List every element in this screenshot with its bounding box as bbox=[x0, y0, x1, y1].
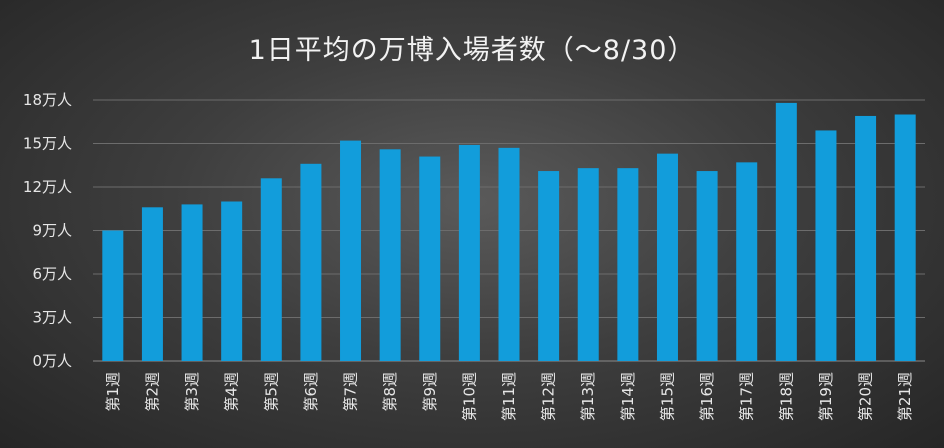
bar bbox=[379, 149, 401, 361]
y-tick-label: 0万人 bbox=[32, 352, 72, 370]
bar bbox=[221, 201, 243, 361]
x-tick-label: 第16週 bbox=[698, 372, 716, 421]
x-tick-label: 第9週 bbox=[421, 372, 439, 412]
bar bbox=[855, 115, 877, 361]
x-tick-label: 第10週 bbox=[460, 372, 478, 421]
x-tick-label: 第5週 bbox=[262, 372, 280, 412]
bars bbox=[102, 102, 916, 362]
bar bbox=[538, 171, 560, 361]
bar bbox=[577, 168, 599, 361]
y-tick-label: 9万人 bbox=[32, 222, 72, 240]
x-tick-label: 第12週 bbox=[540, 372, 558, 421]
bar bbox=[815, 130, 837, 361]
bar bbox=[656, 153, 678, 361]
bar bbox=[498, 147, 520, 361]
bar bbox=[617, 168, 639, 361]
chart-title: 1日平均の万博入場者数（～8/30） bbox=[248, 35, 696, 66]
x-tick-label: 第17週 bbox=[738, 372, 756, 421]
x-axis-ticks: 第1週 第2週 第3週 第4週 第5週 第6週 第7週 第8週 第9週 第10週 第11週 第12週 第… bbox=[104, 372, 914, 421]
bar bbox=[102, 230, 124, 361]
bar bbox=[340, 140, 362, 361]
y-tick-label: 12万人 bbox=[23, 178, 72, 196]
bar bbox=[458, 144, 480, 361]
bar bbox=[696, 171, 718, 361]
x-tick-label: 第2週 bbox=[143, 372, 161, 412]
y-tick-label: 15万人 bbox=[23, 135, 72, 153]
y-tick-label: 18万人 bbox=[23, 91, 72, 109]
x-tick-label: 第13週 bbox=[579, 372, 597, 421]
x-tick-label: 第14週 bbox=[619, 372, 637, 421]
bar bbox=[181, 204, 203, 361]
x-tick-label: 第6週 bbox=[302, 372, 320, 412]
y-tick-label: 3万人 bbox=[32, 309, 72, 327]
bar bbox=[736, 162, 758, 361]
bar bbox=[300, 163, 322, 361]
bar bbox=[141, 207, 163, 361]
x-tick-label: 第15週 bbox=[658, 372, 676, 421]
bar bbox=[894, 114, 916, 361]
bar bbox=[775, 102, 797, 362]
y-tick-label: 6万人 bbox=[32, 265, 72, 283]
x-tick-label: 第21週 bbox=[896, 372, 914, 421]
bar bbox=[419, 156, 441, 361]
bar bbox=[260, 178, 282, 361]
x-tick-label: 第19週 bbox=[817, 372, 835, 421]
x-tick-label: 第4週 bbox=[223, 372, 241, 412]
x-tick-label: 第18週 bbox=[777, 372, 795, 421]
x-tick-label: 第11週 bbox=[500, 372, 518, 421]
y-axis-ticks: 0万人 3万人 6万人 9万人 12万人 15万人 18万人 bbox=[23, 91, 72, 370]
x-tick-label: 第7週 bbox=[342, 372, 360, 412]
x-tick-label: 第3週 bbox=[183, 372, 201, 412]
x-tick-label: 第20週 bbox=[857, 372, 875, 421]
x-tick-label: 第1週 bbox=[104, 372, 122, 412]
x-tick-label: 第8週 bbox=[381, 372, 399, 412]
